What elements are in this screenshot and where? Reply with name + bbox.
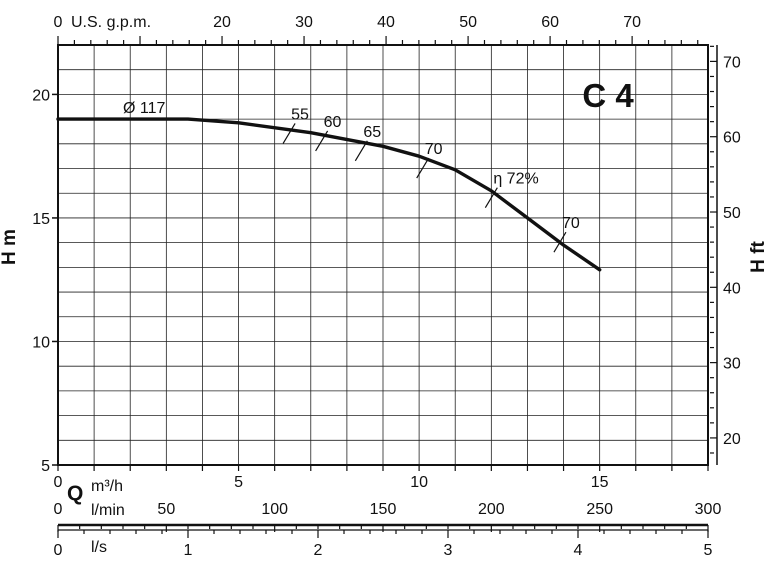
efficiency-label: 70: [425, 141, 443, 158]
y-axis-label-right: H ft: [748, 241, 769, 273]
efficiency-tick: [354, 140, 368, 162]
x-tick-label-lmin: 300: [695, 501, 722, 518]
efficiency-label: 55: [291, 106, 309, 123]
efficiency-tick: [315, 130, 329, 152]
x-tick-label-gpm: 40: [377, 14, 395, 31]
y-tick-label-left: 20: [32, 87, 50, 104]
efficiency-tick: [282, 123, 296, 144]
y-tick-label-right: 50: [723, 205, 741, 222]
x-tick-label-m3h: 0: [54, 474, 63, 491]
x-tick-label-gpm: 60: [541, 14, 559, 31]
y-tick-label-left: 15: [32, 211, 50, 228]
y-tick-label-left: 10: [32, 334, 50, 351]
x-tick-label-gpm: 0: [54, 14, 63, 31]
diameter-label: Ø 117: [123, 100, 166, 117]
x-tick-label-lmin: 150: [370, 501, 397, 518]
x-tick-label-ls: 3: [444, 542, 453, 559]
efficiency-label: 70: [562, 215, 580, 232]
efficiency-label: 60: [324, 114, 342, 131]
efficiency-markers: 55 60 65 70 η 72% 70: [282, 106, 580, 253]
x-tick-label-m3h: 10: [410, 474, 428, 491]
x-tick-label-gpm: 20: [213, 14, 231, 31]
x-tick-label-lmin: 200: [478, 501, 505, 518]
y-axis-label-left: H m: [0, 229, 20, 265]
curve-layer: [56, 117, 602, 272]
x-tick-label-gpm: 50: [459, 14, 477, 31]
y-tick-label-right: 40: [723, 280, 741, 297]
y-tick-label-right: 30: [723, 356, 741, 373]
y-tick-label-right: 20: [723, 431, 741, 448]
y-tick-label-right: 70: [723, 54, 741, 71]
pump-curve-line: [56, 117, 602, 272]
x-tick-label-gpm: 30: [295, 14, 313, 31]
x-tick-label-gpm: 70: [623, 14, 641, 31]
x-tick-label-ls: 0: [54, 542, 63, 559]
x-axis-label-lmin: l/min: [91, 502, 125, 519]
efficiency-tick: [553, 231, 567, 253]
efficiency-label: η 72%: [493, 171, 538, 188]
x-tick-label-lmin: 50: [157, 501, 175, 518]
x-tick-label-ls: 5: [704, 542, 713, 559]
x-tick-label-m3h: 5: [234, 474, 243, 491]
chart-title: C 4: [582, 77, 634, 114]
x-axis-label-m3h: m³/h: [91, 478, 123, 495]
x-axis-q-symbol: Q: [67, 482, 83, 505]
x-tick-label-ls: 2: [314, 542, 323, 559]
x-tick-label-ls: 4: [574, 542, 583, 559]
efficiency-tick: [484, 187, 498, 209]
x-axis-label-gpm: U.S. g.p.m.: [71, 14, 151, 31]
x-tick-label-lmin: 0: [54, 501, 63, 518]
x-tick-label-lmin: 100: [261, 501, 288, 518]
y-tick-label-right: 60: [723, 130, 741, 147]
efficiency-tick: [416, 157, 430, 179]
efficiency-label: 65: [363, 124, 381, 141]
x-tick-label-lmin: 250: [586, 501, 613, 518]
x-axis-label-ls: l/s: [91, 539, 107, 556]
y-tick-label-left: 5: [41, 458, 50, 475]
x-tick-label-m3h: 15: [591, 474, 609, 491]
x-tick-label-ls: 1: [184, 542, 193, 559]
grid: [58, 45, 708, 465]
